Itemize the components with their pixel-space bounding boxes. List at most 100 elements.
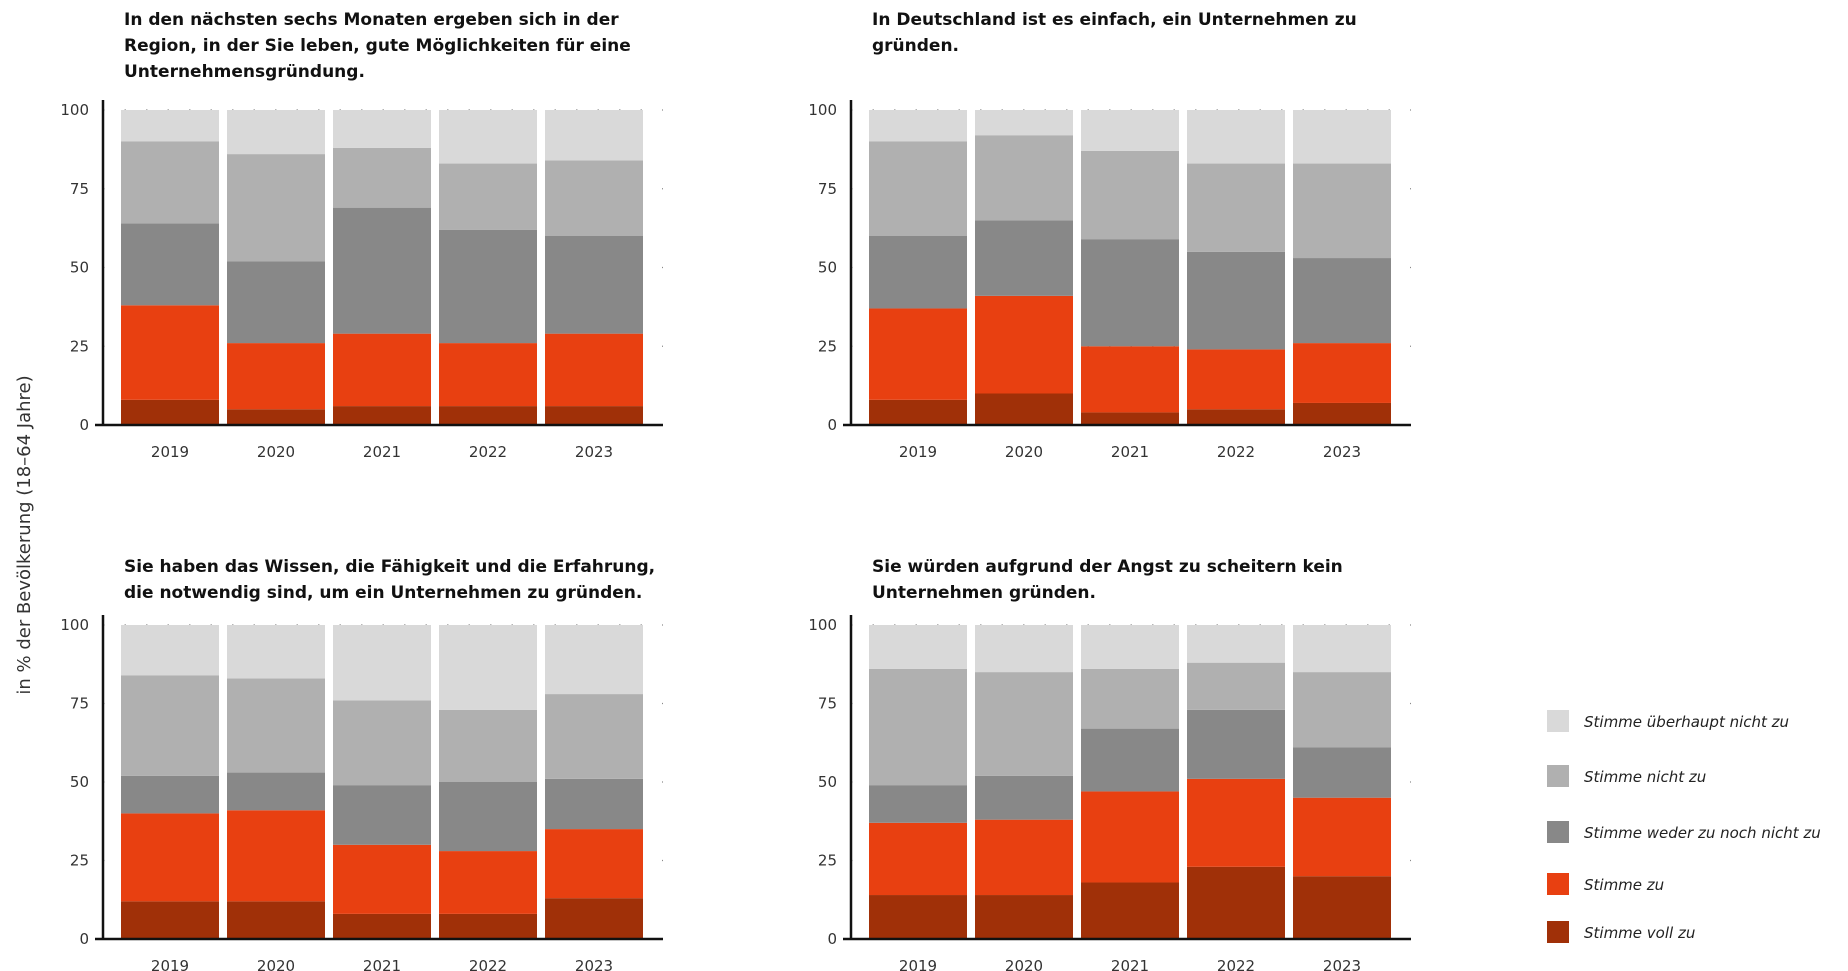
bar-segment (333, 147, 431, 208)
bar-segment (1081, 882, 1179, 939)
y-tick-label: 50 (818, 773, 837, 791)
y-tick-label: 25 (70, 852, 89, 870)
legend-label: Stimme überhaupt nicht zu (1584, 713, 1789, 731)
bar-segment (1187, 709, 1285, 779)
bar-segment (1187, 625, 1285, 663)
bar-segment (333, 913, 431, 939)
x-tick-label: 2020 (1005, 443, 1043, 461)
x-tick-label: 2023 (1323, 443, 1361, 461)
bar-segment (121, 675, 219, 776)
bar-segment (121, 305, 219, 400)
bar-segment (545, 110, 643, 161)
bar-segment (1081, 110, 1179, 151)
bar-segment (545, 829, 643, 899)
y-tick-label: 0 (827, 416, 837, 434)
chart-title-line: Sie würden aufgrund der Angst zu scheite… (872, 557, 1343, 577)
bar-segment (121, 223, 219, 306)
y-tick-label: 25 (818, 852, 837, 870)
bar-segment (439, 229, 537, 344)
bar-segment (439, 110, 537, 164)
bar-segment (545, 160, 643, 236)
bar-segment (975, 295, 1073, 394)
bar-segment (1081, 728, 1179, 792)
bar-segment (1187, 251, 1285, 350)
bar-segment (227, 901, 325, 939)
x-tick-label: 2020 (1005, 957, 1043, 971)
legend-label: Stimme weder zu noch nicht zu (1584, 824, 1821, 842)
chart-title-line: Unternehmensgründung. (124, 62, 365, 82)
bar-segment (1081, 668, 1179, 729)
bar-segment (869, 895, 967, 939)
bar-segment (333, 625, 431, 701)
bar-segment (1293, 163, 1391, 259)
y-tick-label: 25 (818, 337, 837, 355)
x-tick-label: 2022 (469, 443, 507, 461)
bar-segment (869, 236, 967, 309)
bar-segment (227, 110, 325, 155)
bar-segment (121, 775, 219, 814)
y-tick-label: 100 (60, 616, 89, 634)
bar-segment (545, 625, 643, 695)
y-tick-label: 100 (60, 101, 89, 119)
y-axis-label: in % der Bevölkerung (18–64 Jahre) (14, 375, 35, 694)
bar-segment (333, 207, 431, 334)
bar-segment (1081, 239, 1179, 347)
y-tick-label: 75 (818, 695, 837, 713)
bar-segment (1187, 662, 1285, 710)
bar-segment (975, 672, 1073, 776)
bar-segment (227, 261, 325, 344)
legend-swatch (1547, 821, 1569, 843)
bar-segment (869, 110, 967, 142)
bar-segment (333, 785, 431, 845)
bar-segment (227, 678, 325, 773)
y-tick-label: 50 (818, 259, 837, 277)
bar-segment (1293, 876, 1391, 939)
bar-segment (121, 399, 219, 425)
x-tick-label: 2023 (1323, 957, 1361, 971)
bar-segment (439, 163, 537, 230)
y-tick-label: 0 (79, 416, 89, 434)
bar-segment (545, 333, 643, 407)
bar-segment (121, 625, 219, 676)
bar-segment (975, 895, 1073, 939)
bar-segment (1293, 797, 1391, 877)
chart-title-line: Region, in der Sie leben, gute Möglichke… (124, 36, 631, 56)
chart-panel-2: In Deutschland ist es einfach, ein Unter… (808, 10, 1411, 461)
legend: Stimme überhaupt nicht zu Stimme nicht zu… (1547, 710, 1821, 943)
bar-segment (975, 135, 1073, 221)
bar-segment (1081, 412, 1179, 425)
y-tick-label: 75 (70, 695, 89, 713)
x-tick-label: 2021 (1111, 957, 1149, 971)
legend-item: Stimme zu (1547, 873, 1664, 895)
bar-segment (227, 409, 325, 425)
bar-segment (1187, 163, 1285, 252)
bar-segment (545, 694, 643, 779)
chart-title-line: In Deutschland ist es einfach, ein Unter… (872, 10, 1357, 30)
bar-segment (1293, 110, 1391, 164)
bar-segment (869, 625, 967, 669)
bar-segment (1293, 402, 1391, 425)
bar-segment (1187, 778, 1285, 867)
x-tick-label: 2022 (1217, 443, 1255, 461)
bar-segment (869, 822, 967, 896)
chart-panel-4: Sie würden aufgrund der Angst zu scheite… (808, 557, 1411, 971)
legend-label: Stimme voll zu (1584, 924, 1695, 942)
x-tick-label: 2023 (575, 443, 613, 461)
bar-segment (333, 110, 431, 148)
bar-segment (121, 141, 219, 224)
legend-label: Stimme zu (1584, 876, 1664, 894)
bar-segment (869, 308, 967, 400)
legend-item: Stimme voll zu (1547, 921, 1695, 943)
bar-segment (1187, 866, 1285, 939)
y-tick-label: 75 (818, 180, 837, 198)
legend-swatch (1547, 710, 1569, 732)
bar-segment (1081, 625, 1179, 669)
x-tick-label: 2023 (575, 957, 613, 971)
bar-segment (439, 625, 537, 710)
y-tick-label: 50 (70, 259, 89, 277)
bar-segment (1293, 343, 1391, 403)
bar-segment (439, 406, 537, 425)
y-tick-label: 100 (808, 101, 837, 119)
bar-segment (1187, 110, 1285, 164)
bar-segment (333, 844, 431, 914)
